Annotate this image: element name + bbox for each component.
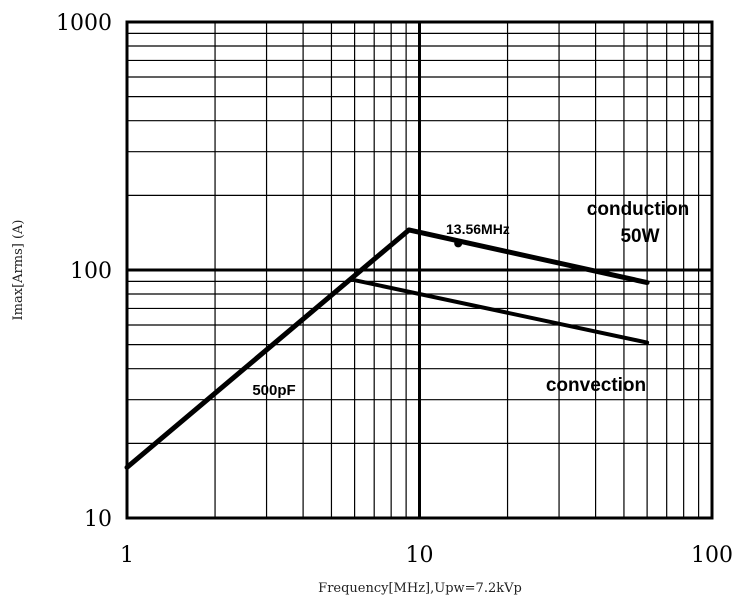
x-tick-label: 1 [120, 543, 134, 568]
marker-point-1 [454, 239, 463, 248]
y-tick-label: 10 [84, 507, 112, 532]
x-tick-label: 10 [406, 543, 434, 568]
plot-frame [125, 20, 714, 520]
annotation-500pf: 500pF [252, 382, 295, 399]
series-line-1 [124, 227, 412, 470]
series-layer [124, 227, 650, 470]
annotation-conduction: conduction [587, 199, 689, 220]
series-line-3 [352, 278, 650, 345]
major-grid [127, 22, 712, 518]
tick-labels: 1 10 100 10 100 1000 [56, 11, 732, 568]
series-line-2 [406, 227, 650, 286]
y-tick-label: 100 [70, 259, 112, 284]
annotation-50w: 50W [620, 226, 659, 247]
annotation-convection: convection [546, 375, 646, 396]
x-axis-label: Frequency[MHz],Upw=7.2kVp [318, 581, 522, 596]
x-tick-label: 100 [691, 543, 732, 568]
annotation-13-56mhz: 13.56MHz [446, 221, 510, 237]
y-axis-label: Imax[Arms] (A) [11, 220, 26, 321]
y-tick-label: 1000 [56, 11, 112, 36]
